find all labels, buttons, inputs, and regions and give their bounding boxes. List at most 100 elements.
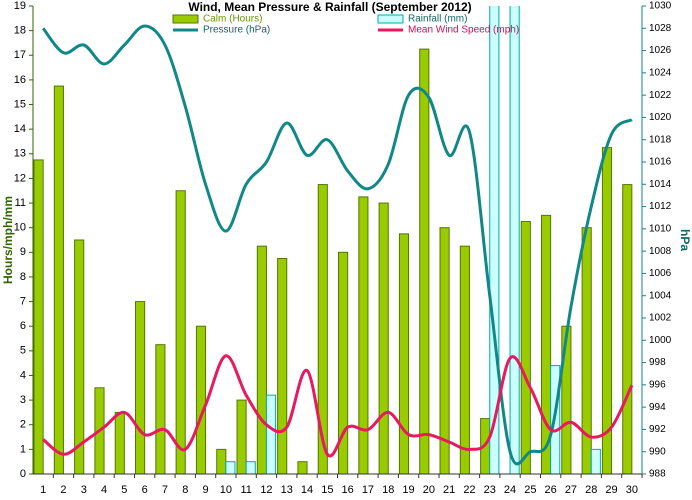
y2-tick-label: 1016 bbox=[649, 157, 672, 168]
bar bbox=[590, 448, 601, 474]
bar bbox=[338, 251, 349, 474]
y2-tick-label: 1000 bbox=[649, 335, 672, 346]
bar bbox=[398, 233, 410, 474]
y-tick-label: 19 bbox=[14, 0, 26, 12]
y-tick-label: 12 bbox=[14, 172, 26, 184]
y2-tick-label: 994 bbox=[649, 402, 666, 413]
bar bbox=[520, 221, 531, 474]
x-tick-label: 17 bbox=[362, 484, 374, 496]
y2-tick-label: 1004 bbox=[649, 290, 672, 301]
y2-tick-label: 1010 bbox=[649, 223, 672, 234]
bar bbox=[439, 227, 450, 474]
x-tick-label: 27 bbox=[565, 484, 577, 496]
y2-tick-label: 990 bbox=[649, 446, 666, 457]
y-tick-label: 16 bbox=[14, 74, 26, 86]
bar bbox=[114, 411, 125, 474]
y2-tick-label: 988 bbox=[649, 469, 666, 480]
x-tick-label: 14 bbox=[301, 484, 313, 496]
y-tick-label: 11 bbox=[15, 197, 26, 209]
x-tick-label: 8 bbox=[182, 484, 188, 496]
y2-tick-label: 1012 bbox=[649, 201, 672, 212]
bar bbox=[265, 394, 277, 474]
x-tick-label: 23 bbox=[484, 484, 496, 496]
y2-tick-label: 998 bbox=[649, 357, 666, 368]
x-tick-label: 12 bbox=[260, 484, 272, 496]
x-tick-label: 28 bbox=[585, 484, 597, 496]
bar bbox=[358, 196, 369, 474]
x-tick-label: 26 bbox=[545, 484, 557, 496]
bar bbox=[378, 202, 389, 474]
x-tick-label: 3 bbox=[81, 484, 87, 496]
x-tick-label: 13 bbox=[281, 484, 293, 496]
y2-tick-label: 1028 bbox=[649, 23, 672, 34]
y-tick-label: 6 bbox=[20, 320, 26, 332]
y-tick-label: 10 bbox=[14, 222, 26, 234]
x-tick-label: 10 bbox=[220, 484, 232, 496]
bar bbox=[317, 184, 328, 474]
bar bbox=[135, 301, 146, 474]
y2-tick-label: 992 bbox=[649, 424, 666, 435]
y2-tick-label: 1026 bbox=[649, 45, 672, 56]
bar bbox=[33, 159, 44, 474]
bar bbox=[419, 48, 430, 474]
legend-label: Pressure (hPa) bbox=[203, 25, 270, 36]
x-tick-label: 15 bbox=[321, 484, 333, 496]
x-tick-label: 7 bbox=[162, 484, 168, 496]
x-tick-label: 18 bbox=[382, 484, 394, 496]
bar bbox=[245, 461, 256, 474]
y-tick-label: 13 bbox=[14, 148, 26, 160]
y-tick-label: 18 bbox=[14, 25, 26, 37]
x-tick-label: 22 bbox=[463, 484, 475, 496]
y-axis-label: Hours/mph/mm bbox=[1, 196, 15, 284]
y-tick-label: 0 bbox=[20, 468, 26, 480]
legend-label: Rainfall (mm) bbox=[408, 14, 467, 25]
bar bbox=[256, 245, 267, 474]
x-tick-label: 30 bbox=[626, 484, 638, 496]
bar bbox=[297, 461, 308, 474]
y2-tick-label: 1014 bbox=[649, 179, 672, 190]
x-tick-label: 29 bbox=[605, 484, 617, 496]
x-tick-label: 21 bbox=[443, 484, 455, 496]
y2-tick-label: 996 bbox=[649, 379, 666, 390]
y-tick-label: 9 bbox=[20, 246, 26, 258]
y-tick-label: 3 bbox=[20, 394, 26, 406]
bar bbox=[541, 214, 552, 474]
x-tick-label: 2 bbox=[60, 484, 66, 496]
y-tick-label: 17 bbox=[14, 49, 26, 61]
y-tick-label: 15 bbox=[14, 98, 26, 110]
bar bbox=[74, 239, 85, 474]
y-tick-label: 1 bbox=[20, 443, 26, 455]
x-tick-label: 25 bbox=[524, 484, 536, 496]
bar bbox=[53, 85, 64, 474]
bar bbox=[601, 147, 613, 474]
bar bbox=[459, 245, 470, 474]
x-tick-label: 19 bbox=[402, 484, 414, 496]
bar bbox=[225, 461, 236, 474]
plot-area bbox=[33, 6, 634, 474]
y2-tick-label: 1006 bbox=[649, 268, 672, 279]
legend-label: Calm (Hours) bbox=[203, 14, 262, 25]
bar bbox=[155, 344, 166, 474]
legend-swatch bbox=[172, 14, 199, 24]
line bbox=[42, 354, 634, 458]
x-tick-label: 20 bbox=[423, 484, 435, 496]
y-tick-label: 14 bbox=[14, 123, 26, 135]
bar bbox=[175, 190, 186, 474]
bar bbox=[622, 184, 633, 474]
y2-tick-label: 1020 bbox=[649, 112, 672, 123]
bar bbox=[195, 325, 207, 474]
y2-tick-label: 1002 bbox=[649, 313, 672, 324]
y2-tick-label: 1022 bbox=[649, 90, 672, 101]
bar bbox=[216, 448, 227, 474]
y2-tick-label: 1030 bbox=[649, 1, 672, 12]
x-tick-label: 5 bbox=[121, 484, 127, 496]
legend-swatch bbox=[377, 14, 404, 24]
chart-title: Wind, Mean Pressure & Rainfall (Septembe… bbox=[188, 0, 471, 14]
x-tick-label: 24 bbox=[504, 484, 516, 496]
y2-axis-label: hPa bbox=[678, 229, 692, 251]
y2-tick-label: 1018 bbox=[649, 134, 672, 145]
x-tick-label: 4 bbox=[101, 484, 107, 496]
y-tick-label: 5 bbox=[20, 345, 26, 357]
y-tick-label: 2 bbox=[20, 419, 26, 431]
